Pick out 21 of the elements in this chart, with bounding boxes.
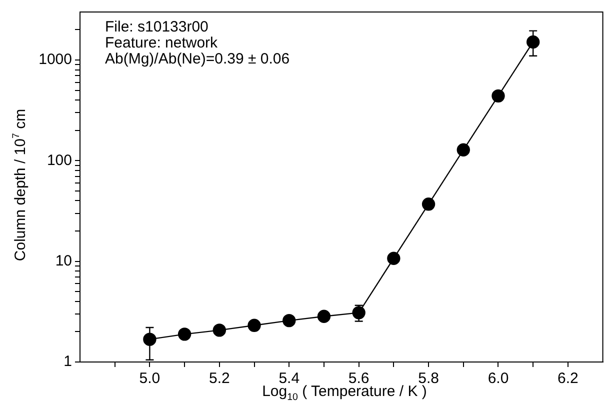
y-tick-label: 10 (55, 252, 72, 270)
point (212, 324, 226, 337)
point (317, 310, 331, 323)
x-tick-label: 5.0 (139, 370, 160, 388)
point (492, 89, 505, 103)
point (456, 143, 470, 156)
annotation: Feature: network (105, 34, 218, 52)
y-tick-label: 1000 (38, 51, 72, 68)
annotation: File: s10133r00 (105, 18, 208, 36)
x-tick-label: 5.2 (208, 370, 230, 388)
y-tick-label: 100 (46, 152, 72, 169)
point (248, 318, 261, 332)
x-tick-label: 6.2 (558, 370, 578, 388)
point (526, 35, 540, 49)
y-tick-label: 1 (64, 353, 72, 370)
point (178, 328, 192, 341)
point (282, 314, 296, 328)
x-tick-label: 6.0 (488, 370, 509, 388)
point (422, 198, 436, 211)
annotation: Ab(Mg)/Ab(Ne)=0.39 ± 0.06 (105, 50, 290, 68)
point (387, 252, 400, 265)
